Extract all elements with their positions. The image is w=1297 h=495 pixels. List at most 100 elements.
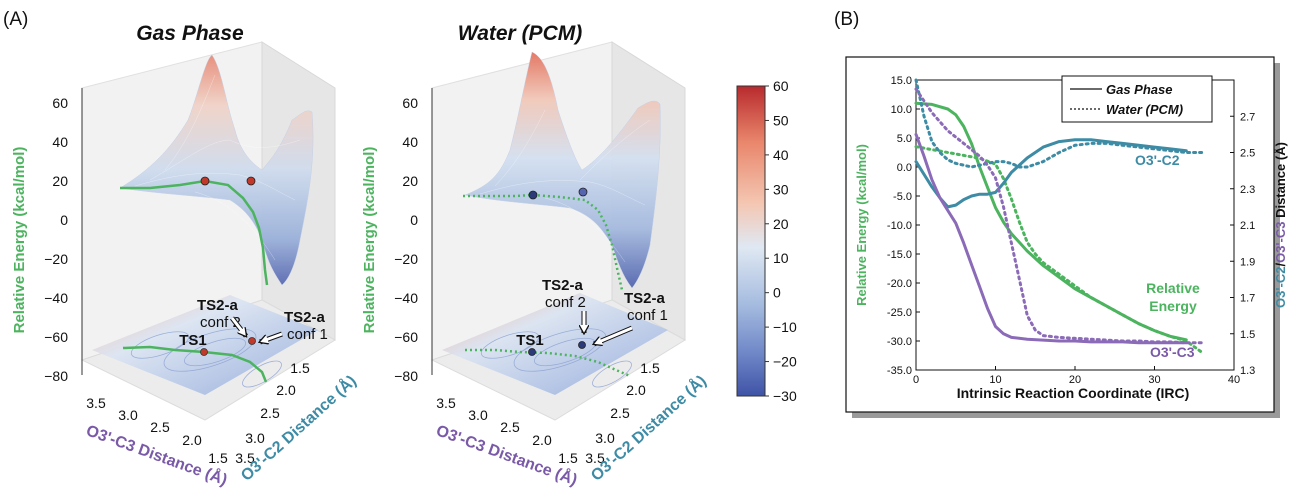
right-axis-ticks: 2.7 2.5 2.3 2.1 1.9 1.7 1.5 1.3 (1230, 111, 1255, 377)
ts2-conf2-label-1: TS2-a (542, 277, 584, 294)
ts2-conf1-label-2: conf 1 (287, 326, 328, 343)
right-axis-label-c2: O3'-C2 (1273, 267, 1288, 308)
surface-mesh (479, 109, 651, 263)
ts2-conf1-label-2: conf 1 (627, 307, 668, 324)
ts1-marker-floor (528, 348, 536, 356)
x-tick-label: 30 (1148, 374, 1160, 386)
z-tick: −20 (394, 251, 418, 267)
surface-mesh (134, 74, 301, 261)
series-label-c2: O3'-C2 (1135, 152, 1180, 168)
x-tick-label: 40 (1228, 374, 1240, 386)
right-axis-label-sep: / (1273, 263, 1288, 267)
ts2-marker-surface (246, 176, 256, 186)
series-line-c3-gas (914, 132, 1188, 345)
left-tick-label: 0.0 (897, 162, 912, 174)
c3-tick: 1.5 (208, 450, 228, 466)
surface-plot-water: Water (PCM) 60 40 20 0 −20 −40 −60 −80 R… (361, 22, 710, 489)
ts2-conf1-label-1: TS2-a (284, 309, 326, 326)
series-group (914, 78, 1204, 355)
series-label-energy-2: Energy (1149, 298, 1197, 314)
left-tick-label: 5.0 (897, 133, 912, 145)
x-axis-label: Intrinsic Reaction Coordinate (IRC) (957, 385, 1190, 401)
c2-axis-ticks-water: 3.5 3.0 2.5 2.0 1.5 (585, 360, 660, 466)
surface-plot-gas: Gas Phase 60 40 20 0 −20 −40 −60 −80 Rel… (11, 22, 360, 489)
x-tick-label: 20 (1069, 374, 1081, 386)
legend: Gas Phase Water (PCM) (1061, 75, 1213, 123)
energy-surface (464, 51, 661, 289)
z-ticks-water: 60 40 20 0 −20 −40 −60 −80 (394, 95, 418, 384)
c2-tick: 3.5 (585, 450, 605, 466)
c3-tick: 3.5 (86, 395, 106, 411)
contour-floor (442, 293, 668, 395)
panel-label-a: (A) (3, 9, 28, 30)
c3-tick: 3.0 (468, 407, 488, 423)
c2-tick: 1.5 (640, 360, 660, 376)
z-tick: 0 (410, 212, 418, 228)
c3-axis-ticks-water: 3.5 3.0 2.5 2.0 1.5 (436, 395, 578, 466)
colorbar-tick-label: 0 (773, 285, 781, 301)
z-tick: 60 (402, 95, 418, 111)
series-label-energy-1: Relative (1146, 280, 1200, 296)
left-axis-label: Relative Energy (kcal/mol) (854, 144, 869, 306)
colorbar-gradient (736, 85, 766, 397)
z-tick: 0 (60, 212, 68, 228)
left-tick-label: -30.0 (887, 336, 912, 348)
x-tick-label: 0 (913, 374, 919, 386)
legend-box (1061, 75, 1213, 123)
ts2-conf2-label-2: conf 2 (545, 294, 586, 311)
left-tick-label: -25.0 (887, 307, 912, 319)
z-tick: 60 (52, 95, 68, 111)
panel-label-b: (B) (834, 9, 859, 30)
ts2-conf2-label-2: conf 2 (200, 314, 241, 331)
left-tick-label: -5.0 (893, 191, 912, 203)
colorbar-tick-label: 50 (773, 112, 789, 128)
c3-tick: 2.0 (532, 432, 552, 448)
right-tick-label: 2.7 (1240, 111, 1255, 123)
c2-tick: 3.0 (595, 430, 615, 446)
left-axis-ticks: 15.0 10.0 5.0 0.0 -5.0 -10.0 -15.0 -20.0 -25.0 -3… (887, 75, 920, 377)
energy-surface (119, 54, 314, 286)
z-axis-label-water: Relative Energy (kcal/mol) (361, 147, 378, 334)
left-tick-label: -20.0 (887, 278, 912, 290)
left-tick-label: 15.0 (891, 75, 912, 87)
ts2-conf2-label-1: TS2-a (197, 297, 239, 314)
c2-tick: 2.0 (626, 382, 646, 398)
right-axis-label: O3'-C2/O3'-C3 Distance (Å) (1273, 142, 1288, 308)
colorbar-tick-label: 20 (773, 216, 789, 232)
right-tick-label: 2.1 (1240, 220, 1255, 232)
ts2-marker-surface (578, 187, 588, 197)
right-tick-label: 2.3 (1240, 184, 1255, 196)
ts1-label: TS1 (179, 332, 207, 349)
ts1-marker-surface (200, 176, 210, 186)
c2-tick: 2.5 (610, 405, 630, 421)
ts1-marker-floor (200, 348, 208, 356)
arrow-conf2-inner (230, 317, 246, 336)
c3-axis-ticks-gas: 3.5 3.0 2.5 2.0 1.5 (86, 395, 228, 466)
z-tick: 40 (52, 134, 68, 150)
right-tick-label: 2.5 (1240, 148, 1255, 160)
colorbar-tick-label: 40 (773, 147, 789, 163)
colorbar-tick-label: 60 (773, 78, 789, 94)
colorbar: 60 50 40 30 20 10 0 −10 −20 −30 (736, 78, 797, 404)
c3-tick: 3.0 (118, 407, 138, 423)
irc-path-floor (122, 345, 268, 383)
x-axis-ticks: 0 10 20 30 40 (913, 366, 1240, 386)
series-line-c2-water (914, 78, 1204, 169)
left-tick-label: 10.0 (891, 104, 912, 116)
series-line-c2-gas (914, 138, 1188, 209)
right-tick-label: 1.7 (1240, 293, 1255, 305)
z-tick: −40 (44, 290, 68, 306)
right-tick-label: 1.5 (1240, 329, 1255, 341)
colorbar-tick-label: 10 (773, 250, 789, 266)
c2-tick: 3.0 (245, 430, 265, 446)
left-tick-label: -35.0 (887, 365, 912, 377)
c2-tick: 3.5 (235, 450, 255, 466)
left-tick-label: -10.0 (887, 220, 912, 232)
z-tick: 40 (402, 134, 418, 150)
series-line-c3-water (914, 87, 1204, 345)
ts2-marker-floor (248, 337, 256, 345)
right-tick-label: 1.9 (1240, 256, 1255, 268)
series-line-energy-water (914, 145, 1204, 355)
c3-tick: 1.5 (558, 450, 578, 466)
